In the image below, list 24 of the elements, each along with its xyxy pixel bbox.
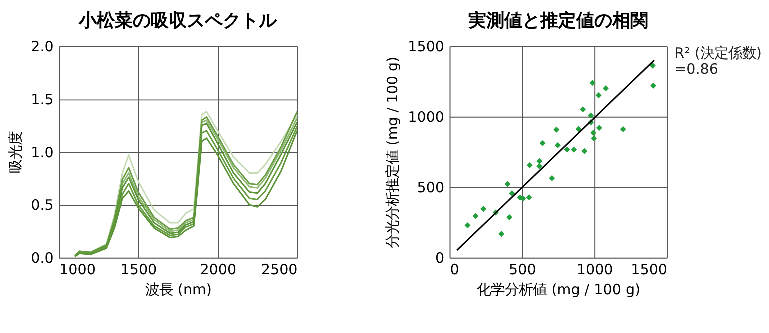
y-tick-label: 1500	[408, 40, 445, 56]
x-tick-label: 0	[450, 262, 460, 279]
y-tick-label: 0.0	[31, 251, 54, 268]
y-tick-label: 0	[435, 251, 445, 268]
y-tick-label: 0.5	[31, 198, 54, 214]
y-tick-label: 1000	[408, 110, 445, 126]
x-axis-title: 波長 (nm)	[145, 282, 212, 299]
x-tick-label: 1500	[631, 262, 668, 279]
y-tick-label: 2.0	[31, 40, 54, 56]
chart-title: 小松菜の吸収スペクトル	[78, 10, 278, 32]
y-axis-title: 分光分析推定値 (mg / 100 g)	[386, 56, 402, 248]
x-axis-title: 化学分析値 (mg / 100 g)	[477, 282, 641, 299]
x-tick-label: 1000	[60, 262, 96, 279]
chart-title: 実測値と推定値の相関	[467, 10, 648, 32]
x-tick-label: 1500	[120, 262, 158, 279]
y-tick-label: 1.0	[31, 145, 54, 162]
x-tick-label: 2500	[261, 262, 298, 279]
x-tick-label: 500	[509, 262, 536, 279]
y-tick-label: 1.5	[31, 92, 54, 108]
x-tick-label: 2000	[200, 262, 237, 279]
x-tick-label: 1000	[576, 262, 614, 279]
y-tick-label: 500	[417, 180, 445, 197]
y-axis-title: 吸光度	[8, 132, 25, 174]
text: R² (決定係数) =0.86	[674, 46, 762, 78]
